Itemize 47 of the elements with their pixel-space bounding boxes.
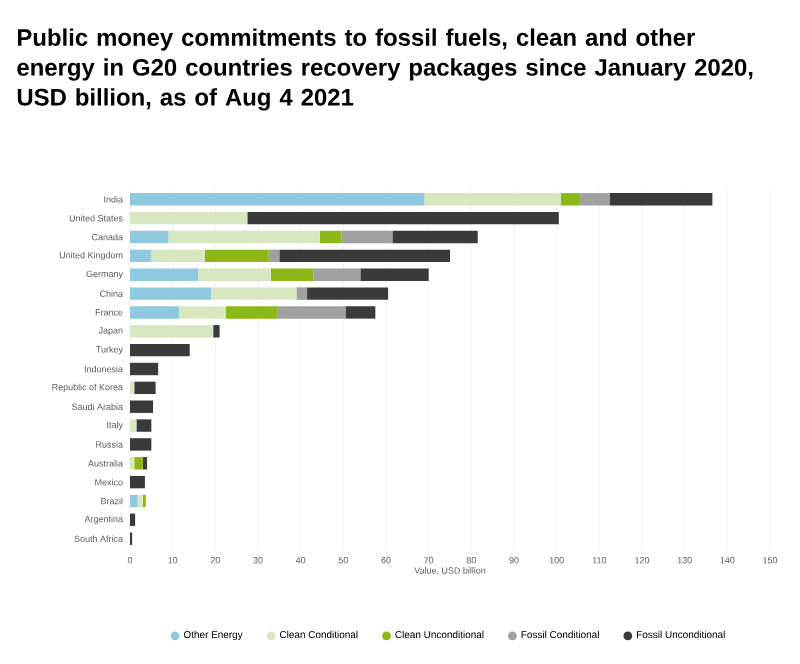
bar (204, 249, 269, 263)
bar (136, 419, 152, 432)
bar (580, 193, 611, 206)
bar (130, 513, 136, 527)
bar (268, 249, 280, 263)
bar (130, 306, 180, 319)
bar (341, 230, 393, 244)
bar (130, 419, 137, 432)
bar (560, 193, 581, 206)
bar (134, 381, 156, 395)
bar (130, 343, 190, 357)
bar (211, 287, 297, 300)
chart-title: Public money commitments to fossil fuels, clean and other energy in G20 countries recovery packages since January 2020, USD billion, as of Aug 4 2021 (17, 28, 753, 111)
bar (277, 306, 346, 319)
bar (130, 400, 154, 413)
bar (130, 268, 199, 281)
bar (313, 268, 361, 281)
bar (392, 230, 478, 244)
bar (168, 230, 320, 244)
bar (130, 362, 159, 376)
bar (198, 268, 271, 281)
bar (296, 287, 308, 300)
bar (151, 249, 205, 263)
bar (319, 230, 342, 244)
bar (130, 230, 169, 244)
bar (130, 494, 138, 508)
bar (360, 268, 429, 281)
bar (142, 457, 148, 470)
bar (226, 306, 278, 319)
bar (279, 249, 450, 263)
bar (270, 268, 314, 281)
bar (345, 306, 376, 319)
bar (137, 494, 143, 508)
bar (307, 287, 389, 300)
bar (247, 211, 559, 225)
bar (424, 193, 561, 206)
bar (130, 211, 248, 225)
bar (130, 193, 425, 206)
bar (130, 325, 214, 338)
bar (130, 438, 152, 451)
bar (134, 457, 143, 470)
bar (179, 306, 226, 319)
bar (130, 287, 212, 300)
bar (213, 325, 220, 338)
bar (130, 475, 145, 489)
bar (610, 193, 713, 206)
bar (130, 249, 152, 263)
